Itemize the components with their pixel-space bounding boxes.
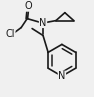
Text: N: N (58, 71, 66, 81)
Text: N: N (39, 18, 47, 28)
Text: Cl: Cl (6, 29, 15, 39)
Text: O: O (24, 1, 32, 11)
